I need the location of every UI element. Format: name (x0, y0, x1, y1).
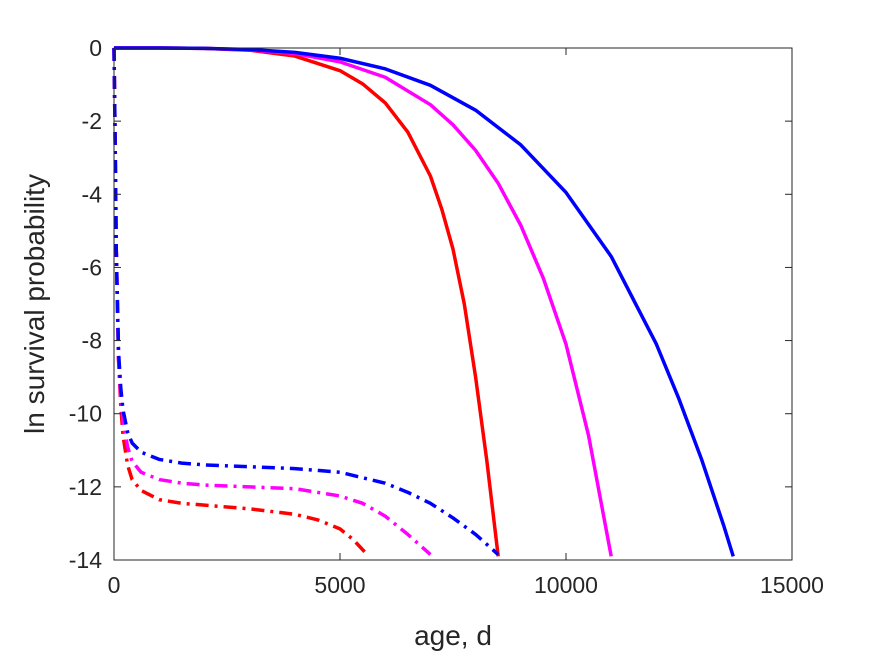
y-tick-label: -12 (69, 474, 102, 500)
y-axis-label: ln survival probability (19, 174, 50, 434)
plot-background (114, 48, 792, 560)
x-axis-label: age, d (414, 620, 492, 651)
y-tick-label: 0 (89, 35, 102, 61)
plot-frame (113, 47, 793, 561)
y-tick-label: -6 (82, 254, 102, 280)
y-tick-label: -8 (82, 328, 102, 354)
series-line-6 (112, 47, 500, 556)
series-line-3 (114, 46, 735, 557)
series-layer (112, 46, 735, 557)
y-tick-label: -10 (69, 401, 102, 427)
y-tick-label: -4 (82, 181, 103, 207)
x-tick-label: 5000 (314, 572, 365, 598)
y-tick-label: -2 (82, 108, 102, 134)
tick-layer: 0 5000 10000 15000 0 -2 -4 -6 -8 -10 -12 -14 (69, 35, 824, 598)
y-tick-label: -14 (69, 547, 102, 573)
x-tick-label: 15000 (760, 572, 824, 598)
x-tick-label: 10000 (534, 572, 598, 598)
x-tick-label: 0 (108, 572, 121, 598)
